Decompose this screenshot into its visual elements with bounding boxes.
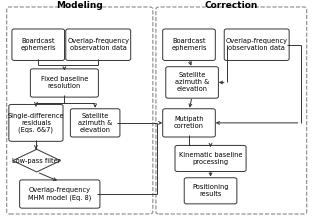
FancyBboxPatch shape — [163, 29, 215, 60]
Polygon shape — [13, 149, 61, 172]
FancyBboxPatch shape — [184, 178, 237, 204]
FancyBboxPatch shape — [175, 145, 246, 171]
FancyBboxPatch shape — [9, 104, 63, 141]
FancyBboxPatch shape — [20, 180, 100, 208]
Text: Mutipath
corretion: Mutipath corretion — [174, 116, 204, 129]
FancyBboxPatch shape — [166, 67, 218, 98]
FancyBboxPatch shape — [71, 109, 120, 137]
Text: Boardcast
ephemeris: Boardcast ephemeris — [21, 38, 56, 51]
FancyBboxPatch shape — [224, 29, 289, 60]
FancyBboxPatch shape — [12, 29, 65, 60]
Text: Modeling: Modeling — [56, 1, 103, 10]
Text: Overlap-frequency
observation data: Overlap-frequency observation data — [226, 38, 288, 51]
FancyBboxPatch shape — [66, 29, 131, 60]
Text: Correction: Correction — [205, 1, 258, 10]
Text: Positioning
results: Positioning results — [192, 184, 229, 197]
Text: Overlap-frequency
observation data: Overlap-frequency observation data — [67, 38, 129, 51]
Text: Low-pass filter: Low-pass filter — [12, 158, 61, 164]
Text: Overlap-frequency
MHM model (Eq. 8): Overlap-frequency MHM model (Eq. 8) — [28, 187, 91, 201]
Text: Satellite
azimuth &
elevation: Satellite azimuth & elevation — [175, 72, 209, 92]
Text: Kinematic baseline
processing: Kinematic baseline processing — [179, 152, 242, 165]
Text: Boardcast
ephemeris: Boardcast ephemeris — [171, 38, 207, 51]
Text: Single-difference
residuals
(Eqs. 6&7): Single-difference residuals (Eqs. 6&7) — [7, 113, 64, 133]
Text: Satellite
azimuth &
elevation: Satellite azimuth & elevation — [78, 113, 112, 133]
FancyBboxPatch shape — [163, 109, 215, 137]
FancyBboxPatch shape — [30, 69, 98, 97]
Text: Fixed baseline
resolution: Fixed baseline resolution — [41, 76, 88, 90]
